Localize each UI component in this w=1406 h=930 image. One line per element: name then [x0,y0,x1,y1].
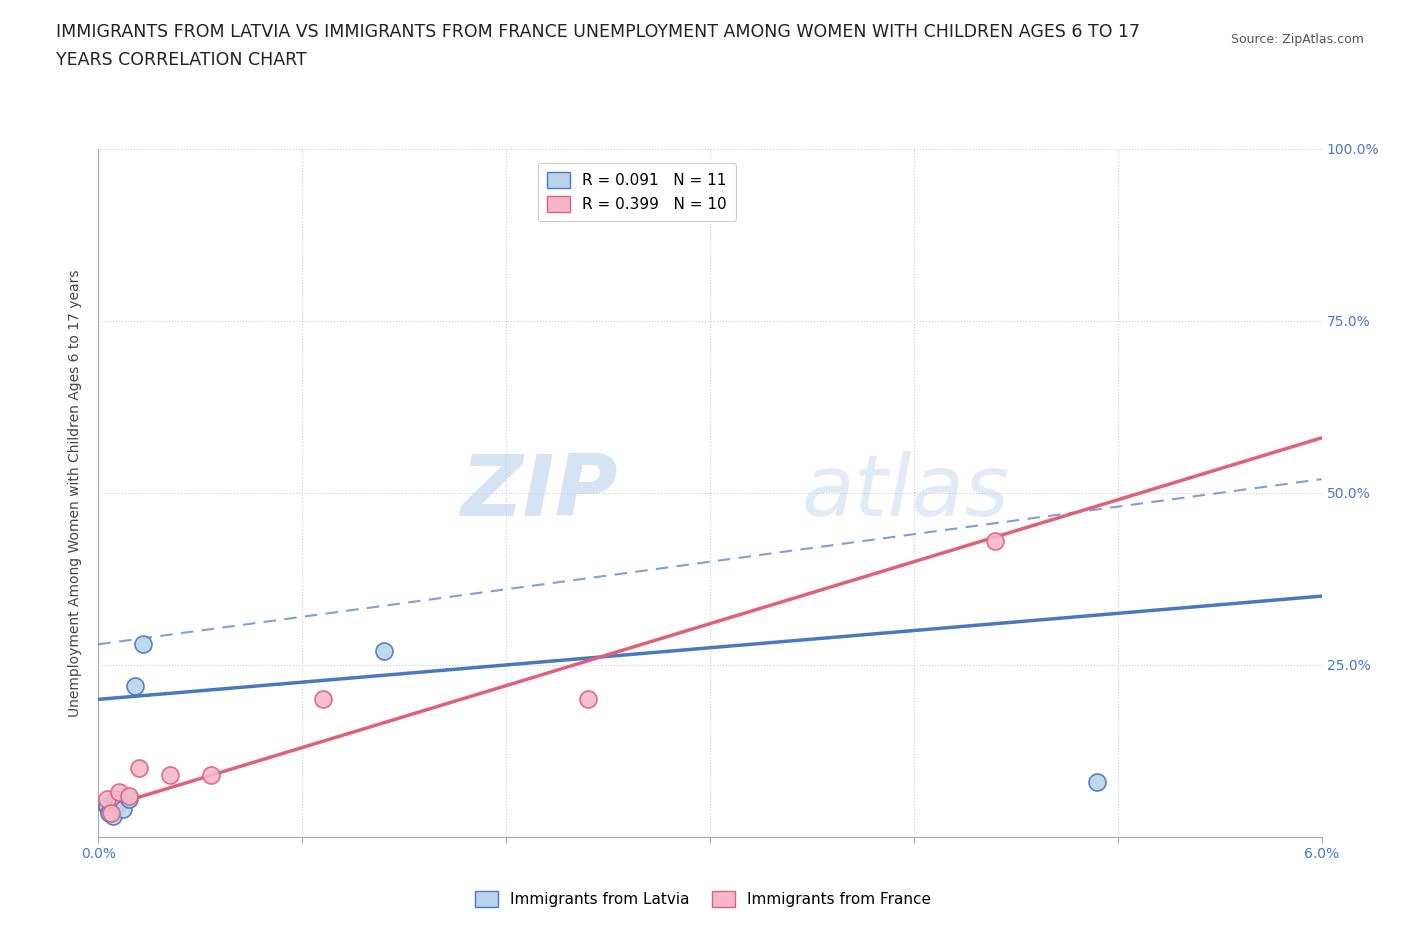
Point [108,785,131,800]
Point [311,692,335,707]
Point [111,802,134,817]
Point [373,644,395,658]
Point [128,761,150,776]
Text: Source: ZipAtlas.com: Source: ZipAtlas.com [1230,33,1364,46]
Point [576,692,599,707]
Point [104,791,127,806]
Point [132,637,155,652]
Point [100,805,122,820]
Point [1085,775,1108,790]
Point [97,805,120,820]
Legend: R = 0.091   N = 11, R = 0.399   N = 10: R = 0.091 N = 11, R = 0.399 N = 10 [537,164,735,221]
Point [118,791,141,806]
Point [118,789,141,804]
Text: atlas: atlas [801,451,1010,535]
Point [108,795,131,810]
Legend: Immigrants from Latvia, Immigrants from France: Immigrants from Latvia, Immigrants from … [468,884,938,913]
Point [124,678,146,693]
Point [159,767,181,782]
Point [96,791,118,806]
Y-axis label: Unemployment Among Women with Children Ages 6 to 17 years: Unemployment Among Women with Children A… [69,269,83,717]
Text: IMMIGRANTS FROM LATVIA VS IMMIGRANTS FROM FRANCE UNEMPLOYMENT AMONG WOMEN WITH C: IMMIGRANTS FROM LATVIA VS IMMIGRANTS FRO… [56,23,1140,41]
Text: YEARS CORRELATION CHART: YEARS CORRELATION CHART [56,51,307,69]
Point [984,534,1007,549]
Point [96,799,118,814]
Text: ZIP: ZIP [461,451,619,535]
Point [200,767,222,782]
Point [101,809,124,824]
